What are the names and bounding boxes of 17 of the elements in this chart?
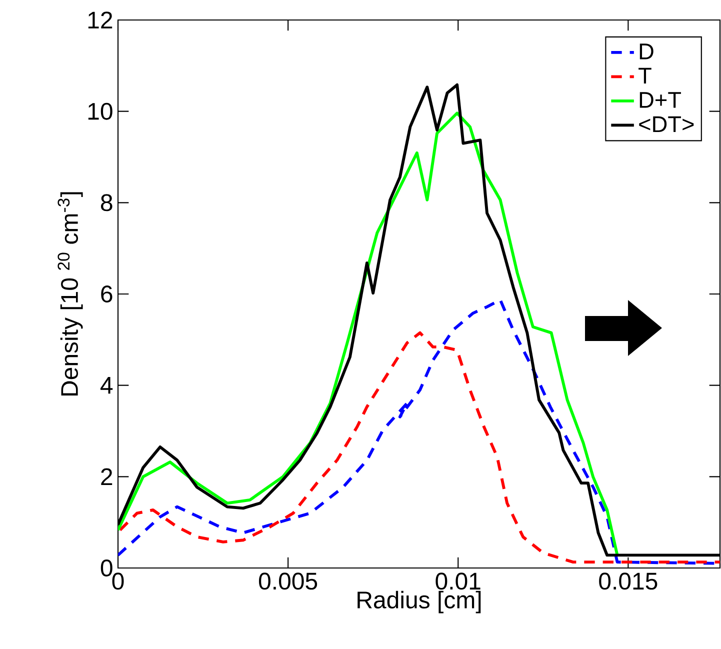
y-tick-label: 12	[88, 12, 112, 28]
x-tick-label: 0.01	[436, 572, 480, 590]
y-tick-label: 4	[100, 377, 113, 394]
x-tick-label: 0.015	[599, 572, 658, 590]
y-tick-label: 6	[101, 285, 112, 302]
y-tick-label: 10	[88, 102, 112, 120]
x-tick-label: 0.005	[258, 572, 318, 590]
y-tick-label: 8	[100, 194, 112, 212]
x-axis-title: Radius [cm]	[358, 590, 481, 614]
legend-label: D+T	[640, 92, 681, 108]
legend-label: <DT>	[639, 116, 694, 132]
y-tick-label: 2	[101, 468, 112, 486]
y-tick-label: 0	[100, 559, 112, 576]
legend-label: T	[638, 68, 652, 84]
legend-label: D	[640, 44, 654, 60]
y-axis-title: Density [10 $^{20}$ cm$^{-3}$]	[58, 192, 83, 396]
x-tick-label: 0	[112, 572, 124, 590]
